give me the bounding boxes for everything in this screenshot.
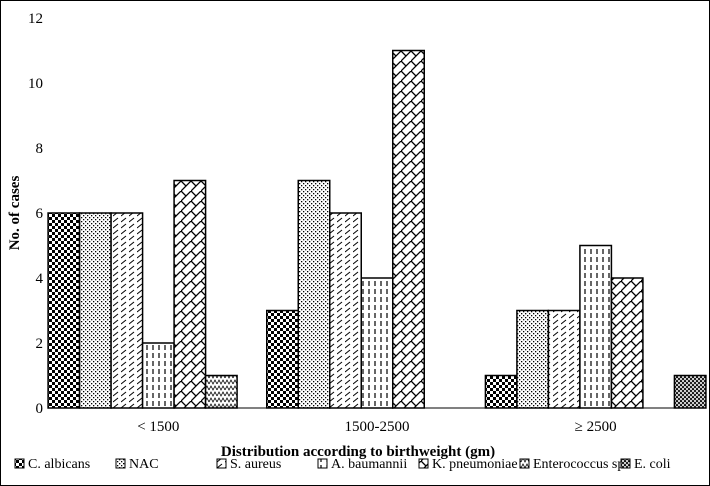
bar-dashes-2	[547, 309, 581, 409]
y-tick-label: 10	[28, 76, 43, 92]
bar-vdash-1	[360, 277, 394, 409]
x-axis-title: Distribution according to birthweight (g…	[221, 444, 495, 460]
x-tick-label: ≥ 2500	[575, 419, 617, 435]
bar-diagbrick-0	[173, 179, 207, 409]
legend-label: S. aureus	[230, 457, 281, 472]
bar-dots-2	[516, 309, 550, 409]
y-tick-label: 4	[36, 271, 44, 287]
bar-checker-1	[266, 309, 299, 409]
legend: C. albicans NAC S. aureus A. baumannii K. pn…	[14, 457, 671, 472]
y-tick-label: 2	[36, 336, 44, 352]
bar-diagbrick-1	[392, 49, 425, 409]
y-axis-title: No. of cases	[7, 176, 23, 251]
x-tick-label: 1500-2500	[345, 419, 410, 435]
bar-dashes-1	[329, 212, 362, 409]
legend-swatch	[14, 458, 25, 469]
legend-swatch	[418, 458, 429, 469]
legend-label: E. coli	[634, 457, 671, 472]
bar-diagbrick-2	[610, 277, 644, 409]
bar-vdash-0	[141, 342, 175, 409]
bar-vdash-2	[579, 244, 613, 409]
legend-swatch	[115, 458, 126, 469]
legend-label: Enterococcus sp.	[533, 457, 628, 472]
legend-label: NAC	[129, 457, 159, 472]
y-tick-label: 0	[36, 401, 44, 417]
legend-swatch	[519, 458, 530, 469]
legend-label: C. albicans	[28, 457, 90, 472]
legend-swatch	[317, 458, 328, 469]
legend-label: K. pneumoniae	[432, 457, 518, 472]
legend-swatch	[216, 458, 227, 469]
bar-dashes-0	[110, 212, 144, 409]
bar-dots-1	[297, 179, 331, 409]
y-tick-label: 8	[36, 141, 44, 157]
bars	[47, 49, 707, 409]
y-tick-label: 6	[36, 206, 44, 222]
bar-checker-0	[47, 212, 81, 409]
bar-crosshatch-2	[673, 374, 707, 409]
bar-dots-0	[78, 212, 112, 409]
bar-zigzag-0	[204, 374, 238, 409]
legend-swatch	[620, 458, 631, 469]
bar-checker-2	[484, 374, 518, 409]
x-tick-label: < 1500	[137, 419, 179, 435]
y-tick-label: 12	[28, 11, 43, 27]
legend-label: A. baumannii	[331, 457, 407, 472]
